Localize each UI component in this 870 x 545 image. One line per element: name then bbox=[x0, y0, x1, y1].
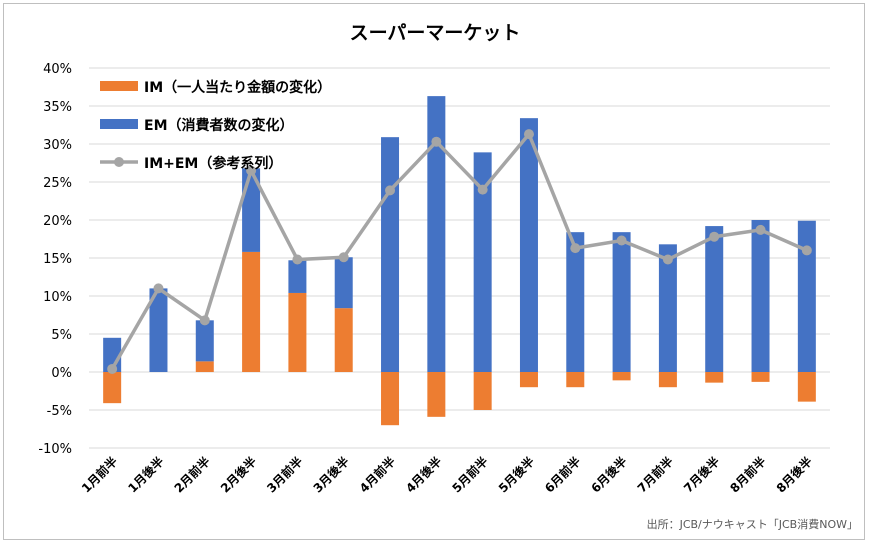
y-tick-label: 20% bbox=[43, 214, 72, 229]
line-point bbox=[431, 136, 442, 147]
bar-im bbox=[381, 372, 400, 426]
line-point bbox=[246, 165, 257, 176]
bar-em bbox=[566, 232, 585, 372]
x-tick-label: 2月後半 bbox=[217, 454, 259, 496]
bar-im bbox=[797, 372, 816, 402]
bar-im bbox=[288, 292, 307, 372]
x-tick-label: 5月前半 bbox=[449, 454, 491, 496]
y-tick-label: 30% bbox=[43, 138, 72, 153]
source-note: 出所：JCB/ナウキャスト「JCB消費NOW」 bbox=[646, 518, 858, 531]
x-tick-label: 1月後半 bbox=[125, 454, 167, 496]
y-tick-label: 10% bbox=[43, 290, 72, 305]
bar-em bbox=[288, 260, 307, 293]
bar-im bbox=[658, 372, 677, 388]
line-im-em bbox=[110, 130, 808, 370]
line-point bbox=[801, 245, 812, 256]
x-tick-label: 3月後半 bbox=[310, 454, 352, 496]
y-tick-label: 25% bbox=[43, 176, 72, 191]
x-tick-label: 3月前半 bbox=[264, 454, 306, 496]
bar-im bbox=[103, 372, 122, 404]
line-point bbox=[199, 315, 210, 326]
line-point bbox=[338, 252, 349, 263]
x-tick-label: 6月後半 bbox=[588, 454, 630, 496]
bar-im bbox=[705, 372, 724, 383]
legend-swatch-im bbox=[100, 81, 138, 91]
line-point bbox=[153, 283, 164, 294]
bar-im bbox=[242, 251, 261, 372]
y-tick-label: 0% bbox=[51, 366, 72, 381]
bar-im bbox=[334, 308, 353, 372]
line-point bbox=[709, 231, 720, 242]
line-point bbox=[292, 254, 303, 265]
x-tick-label: 1月前半 bbox=[78, 454, 120, 496]
legend-swatch-em bbox=[100, 119, 138, 129]
bar-im bbox=[195, 361, 214, 372]
bar-em bbox=[149, 288, 168, 372]
x-tick-label: 7月前半 bbox=[634, 454, 676, 496]
x-tick-label: 7月後半 bbox=[680, 454, 722, 496]
line-point bbox=[107, 363, 118, 374]
x-tick-label: 4月前半 bbox=[356, 454, 398, 496]
bar-em bbox=[195, 320, 214, 362]
line-point bbox=[385, 185, 396, 196]
legend-label-em: EM（消費者数の変化） bbox=[144, 117, 294, 134]
bar-em bbox=[705, 226, 724, 372]
y-tick-label: 15% bbox=[43, 252, 72, 267]
bar-em bbox=[658, 244, 677, 372]
bar-em bbox=[797, 220, 816, 372]
x-tick-label: 4月後半 bbox=[402, 454, 444, 496]
line-point bbox=[570, 243, 581, 254]
x-tick-label: 5月後半 bbox=[495, 454, 537, 496]
line-point bbox=[755, 224, 766, 235]
bar-em bbox=[427, 96, 446, 373]
bar-im bbox=[427, 372, 446, 417]
bar-im bbox=[612, 372, 631, 381]
line-point bbox=[662, 254, 673, 265]
bar-im bbox=[566, 372, 585, 388]
bar-im bbox=[473, 372, 492, 410]
bar-im bbox=[519, 372, 538, 388]
y-tick-label: -5% bbox=[47, 404, 72, 419]
legend-label-im: IM（一人当たり金額の変化） bbox=[144, 79, 331, 96]
x-tick-label: 2月前半 bbox=[171, 454, 213, 496]
y-tick-label: -10% bbox=[38, 442, 72, 457]
x-tick-label: 6月前半 bbox=[541, 454, 583, 496]
chart-title: スーパーマーケット bbox=[349, 22, 521, 44]
bar-em bbox=[519, 118, 538, 372]
bar-em bbox=[473, 152, 492, 372]
y-tick-label: 40% bbox=[43, 62, 72, 77]
bar-em bbox=[381, 137, 400, 372]
bar-im bbox=[751, 372, 770, 382]
y-tick-label: 35% bbox=[43, 100, 72, 115]
legend-swatch-marker bbox=[114, 157, 124, 167]
line-point bbox=[616, 235, 627, 246]
y-tick-label: 5% bbox=[51, 328, 72, 343]
x-tick-label: 8月後半 bbox=[773, 454, 815, 496]
x-tick-label: 8月前半 bbox=[727, 454, 769, 496]
line-point bbox=[477, 184, 488, 195]
chart-frame bbox=[3, 3, 865, 540]
bar-em bbox=[751, 220, 770, 372]
legend-label-line: IM+EM（参考系列） bbox=[144, 155, 282, 172]
bar-em bbox=[612, 232, 631, 372]
line-point bbox=[523, 129, 534, 140]
bar-em bbox=[334, 257, 353, 309]
